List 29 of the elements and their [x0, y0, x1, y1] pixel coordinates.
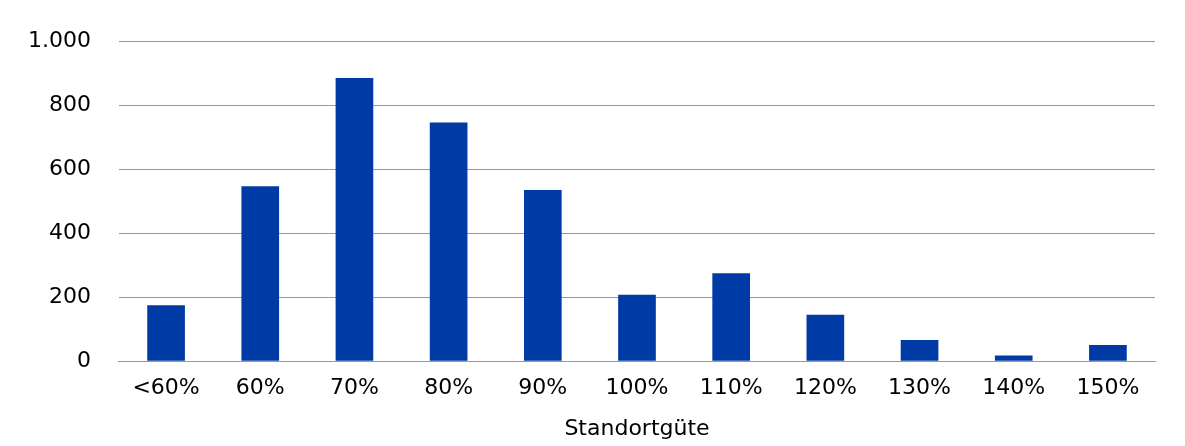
- bar: [1089, 344, 1127, 361]
- bar: [994, 355, 1033, 361]
- bar: [241, 186, 280, 361]
- y-tick-label: 200: [48, 282, 91, 308]
- x-tick-label: 150%: [1076, 374, 1140, 400]
- y-tick-label: 400: [48, 218, 91, 244]
- bar: [429, 122, 468, 361]
- x-tick-label: 90%: [518, 374, 568, 400]
- bar: [712, 273, 751, 361]
- x-tick-label: <60%: [132, 374, 200, 400]
- x-tick-label: 110%: [699, 374, 763, 400]
- y-tick-label: 1.000: [28, 26, 91, 52]
- bar: [147, 305, 185, 361]
- x-tick-label: 120%: [793, 374, 857, 400]
- x-axis-title: Standortgüte: [564, 414, 710, 440]
- x-tick-label: 80%: [424, 374, 474, 400]
- bar: [335, 78, 374, 361]
- x-tick-label: 100%: [605, 374, 669, 400]
- bar: [900, 340, 939, 361]
- y-tick-label: 800: [48, 90, 91, 116]
- y-tick-label: 0: [76, 346, 91, 372]
- x-tick-label: 140%: [982, 374, 1046, 400]
- x-tick-label: 60%: [235, 374, 285, 400]
- bar: [618, 294, 656, 361]
- bar: [523, 190, 562, 361]
- bar: [806, 314, 845, 361]
- x-tick-label: 130%: [888, 374, 951, 400]
- y-tick-label: 600: [48, 154, 91, 180]
- x-tick-label: 70%: [329, 374, 379, 400]
